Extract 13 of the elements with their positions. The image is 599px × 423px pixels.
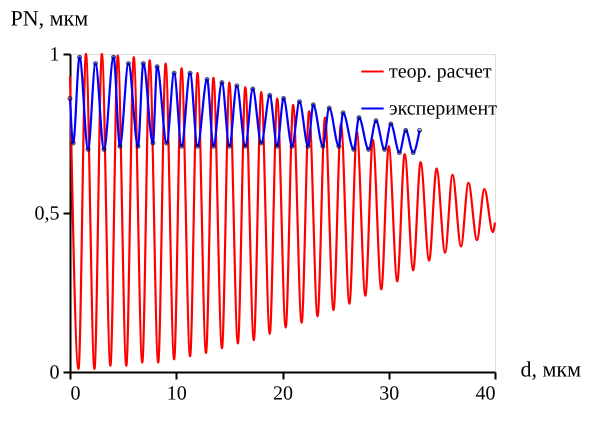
x-tick-label: 30 — [379, 382, 400, 404]
line-series — [68, 52, 496, 370]
legend-label: теор. расчет — [389, 60, 492, 82]
legend-label: эксперимент — [389, 98, 498, 120]
x-tick-label: 40 — [476, 382, 496, 404]
x-tick-label: 10 — [166, 382, 187, 404]
y-tick-label: 1 — [50, 44, 60, 66]
y-tick-label: 0 — [50, 362, 60, 384]
y-axis-title: PN, мкм — [10, 6, 88, 30]
x-tick-label: 0 — [70, 382, 80, 404]
y-tick-label: 0,5 — [34, 202, 60, 224]
x-axis-title: d, мкм — [520, 356, 582, 382]
x-tick-label: 20 — [273, 382, 293, 404]
